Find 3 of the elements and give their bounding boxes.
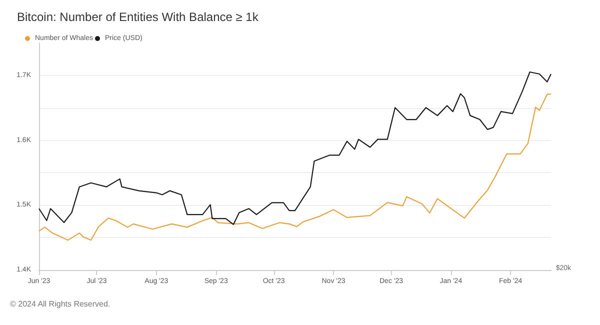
line-series (38, 94, 552, 241)
text: © 2024 All Rights Reserved. (10, 300, 110, 308)
chart-title: Bitcoin: Number of Entities With Balance ≥ 1k (17, 10, 260, 24)
